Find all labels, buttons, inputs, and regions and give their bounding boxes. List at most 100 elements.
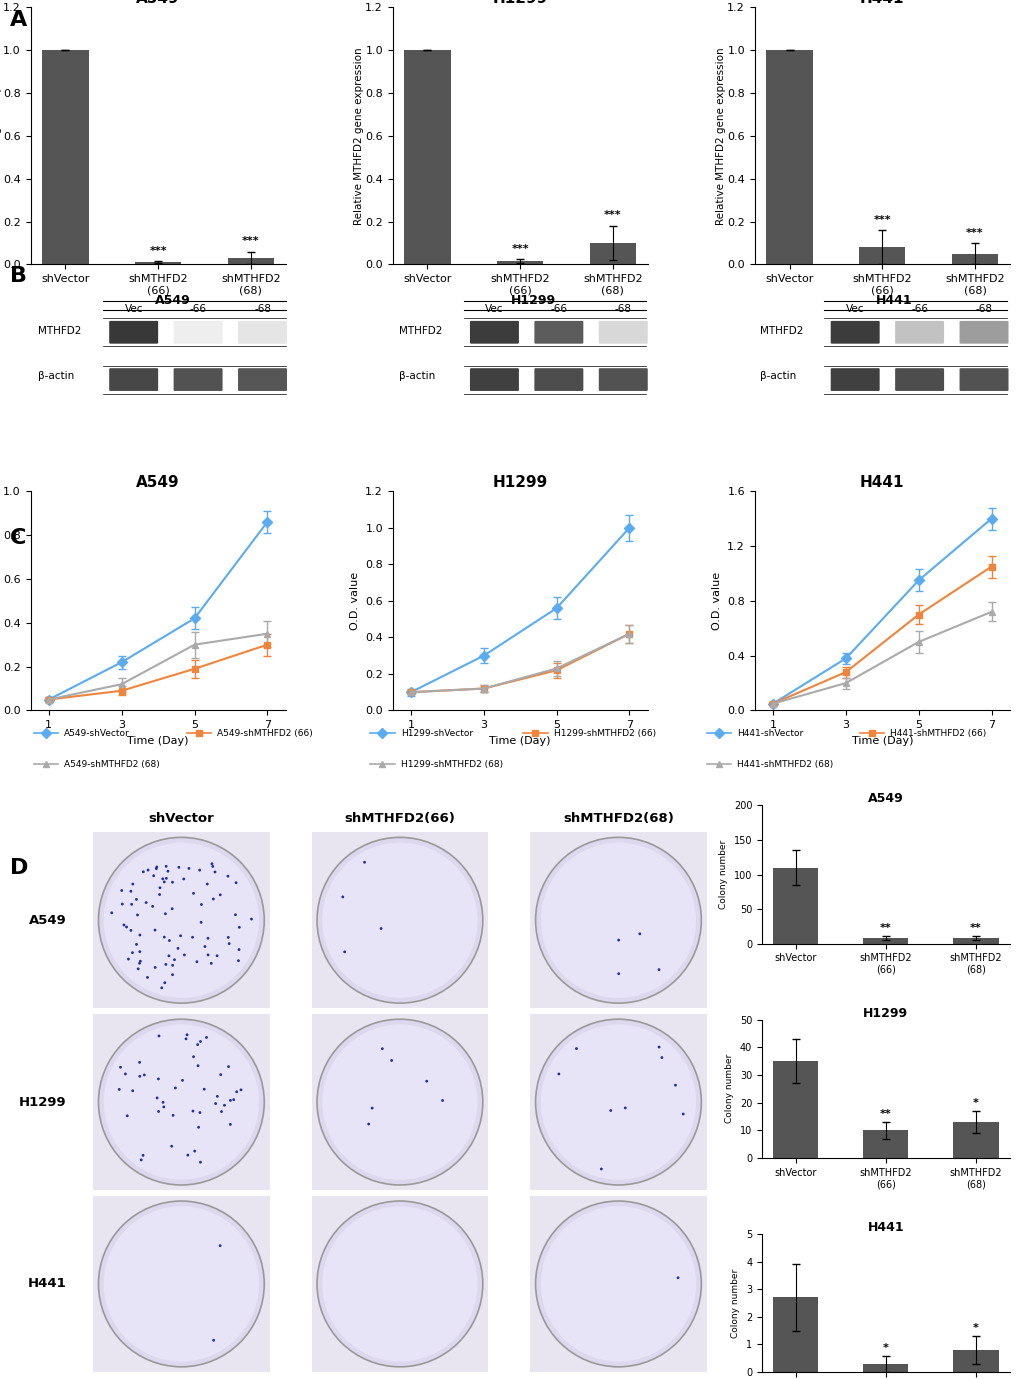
Circle shape [341, 895, 343, 898]
Circle shape [186, 1154, 190, 1157]
Y-axis label: Relative MTHFD2 gene expression: Relative MTHFD2 gene expression [715, 47, 726, 225]
Bar [858, 247, 905, 265]
Circle shape [118, 1088, 120, 1091]
Circle shape [206, 883, 209, 885]
X-axis label: Time (Day): Time (Day) [851, 736, 912, 746]
Circle shape [575, 1047, 578, 1049]
Bar [589, 243, 636, 265]
Circle shape [197, 1065, 200, 1067]
Circle shape [139, 934, 142, 936]
Text: H1299: H1299 [19, 1095, 67, 1109]
Circle shape [142, 1154, 145, 1157]
Circle shape [379, 927, 382, 929]
Circle shape [171, 1114, 174, 1117]
Circle shape [210, 862, 213, 865]
Circle shape [181, 1078, 183, 1081]
Bar [862, 1131, 908, 1158]
X-axis label: Time (Day): Time (Day) [489, 736, 550, 746]
Circle shape [156, 1096, 158, 1099]
Text: Vec: Vec [845, 305, 863, 314]
Circle shape [676, 1277, 679, 1280]
Bar [953, 1123, 998, 1158]
FancyBboxPatch shape [895, 368, 944, 392]
Circle shape [599, 1168, 602, 1171]
Text: H441-shMTHFD2 (66): H441-shMTHFD2 (66) [890, 728, 985, 738]
Text: H1299-shVector: H1299-shVector [400, 728, 473, 738]
Circle shape [157, 1077, 160, 1080]
Circle shape [130, 952, 133, 954]
Circle shape [192, 1055, 195, 1058]
Circle shape [638, 932, 641, 935]
Text: shVector: shVector [149, 812, 214, 825]
Circle shape [681, 1113, 684, 1116]
Text: A549: A549 [29, 914, 67, 927]
FancyBboxPatch shape [109, 368, 158, 392]
Bar [772, 1298, 817, 1372]
Circle shape [165, 877, 167, 880]
Circle shape [157, 1034, 160, 1037]
Text: Vec: Vec [124, 305, 143, 314]
Title: H1299: H1299 [492, 0, 547, 6]
Circle shape [214, 1102, 217, 1105]
Circle shape [138, 963, 141, 965]
Text: H441: H441 [874, 294, 911, 306]
Bar [135, 262, 181, 265]
Circle shape [162, 1106, 165, 1109]
Circle shape [145, 900, 148, 905]
FancyBboxPatch shape [598, 321, 647, 343]
Circle shape [104, 1025, 259, 1179]
Circle shape [219, 1073, 222, 1076]
Circle shape [608, 1109, 611, 1111]
Circle shape [234, 881, 237, 884]
Circle shape [317, 1019, 482, 1185]
Circle shape [119, 1066, 121, 1069]
Circle shape [171, 974, 174, 976]
Circle shape [229, 1099, 231, 1102]
Text: ***: *** [603, 211, 622, 221]
Circle shape [227, 942, 230, 945]
Circle shape [139, 950, 141, 953]
Circle shape [161, 877, 164, 880]
Circle shape [535, 1201, 701, 1367]
Circle shape [124, 1073, 126, 1076]
Bar [953, 938, 998, 943]
Text: H441: H441 [29, 1277, 67, 1291]
Y-axis label: Colony number: Colony number [725, 1054, 734, 1124]
Circle shape [540, 1207, 695, 1361]
Circle shape [207, 953, 209, 956]
Circle shape [212, 1339, 215, 1342]
Text: ***: *** [149, 245, 167, 256]
Text: H1299-shMTHFD2 (66): H1299-shMTHFD2 (66) [553, 728, 655, 738]
Circle shape [164, 963, 167, 965]
Bar [496, 261, 543, 265]
Text: shMTHFD2(68): shMTHFD2(68) [562, 812, 674, 825]
Circle shape [191, 936, 194, 939]
Circle shape [129, 929, 132, 932]
FancyBboxPatch shape [173, 321, 222, 343]
Circle shape [161, 1100, 164, 1103]
Text: **: ** [969, 924, 981, 934]
Circle shape [158, 894, 161, 896]
Text: *: * [972, 1098, 978, 1109]
FancyBboxPatch shape [959, 321, 1008, 343]
FancyBboxPatch shape [895, 321, 944, 343]
Circle shape [674, 1084, 677, 1087]
Text: **: ** [879, 1109, 891, 1120]
Circle shape [142, 870, 145, 873]
Circle shape [199, 1111, 201, 1114]
Circle shape [223, 1103, 225, 1107]
Circle shape [236, 960, 239, 963]
Circle shape [196, 1043, 199, 1047]
Circle shape [322, 1025, 477, 1179]
Circle shape [216, 1095, 218, 1098]
Text: **: ** [879, 924, 891, 934]
Circle shape [207, 936, 209, 939]
Circle shape [219, 894, 221, 896]
Text: H1299: H1299 [511, 294, 555, 306]
Circle shape [125, 925, 127, 928]
Bar [772, 1060, 817, 1158]
Circle shape [226, 874, 229, 877]
Circle shape [136, 913, 139, 917]
Circle shape [104, 843, 259, 998]
Text: ***: *** [872, 215, 891, 225]
